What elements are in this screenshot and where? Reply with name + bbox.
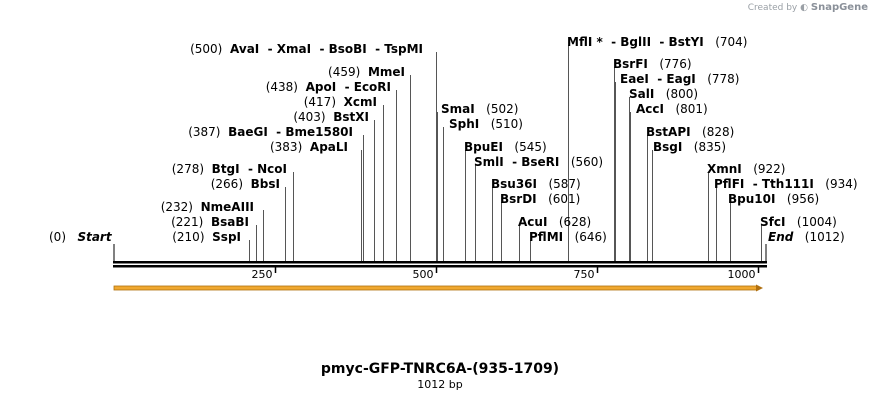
snapgene-logo-icon: ◐ <box>800 3 808 13</box>
sequence-backbone-top <box>113 261 767 264</box>
map-subtitle: 1012 bp <box>417 378 463 391</box>
cut-site-label-btgi: (278) BtgI - NcoI <box>171 162 287 176</box>
cut-site-label-apoi: (438) ApoI - EcoRI <box>265 80 391 94</box>
cut-site-label-bbsi: (266) BbsI <box>210 177 280 191</box>
credit-text: Created by <box>747 3 798 13</box>
cut-site-label-bpu10i: Bpu10I (956) <box>728 192 820 206</box>
cut-site-label-sali: SalI (800) <box>629 87 699 101</box>
start-label: (0) Start <box>49 230 112 244</box>
credit-brand: SnapGene <box>810 2 868 13</box>
axis-tick-label-750: 750 <box>574 268 595 281</box>
start-name: Start <box>77 230 112 244</box>
cut-site-label-bpuei: BpuEI (545) <box>464 140 547 154</box>
axis-ticks: 250 500 750 1000 <box>252 265 760 281</box>
cut-site-label-bsgi: BsgI (835) <box>653 140 727 154</box>
end-label: End (1012) <box>768 230 845 244</box>
cut-site-label-baegi: (387) BaeGI - Bme1580I <box>188 125 353 139</box>
cut-site-label-acci: AccI (801) <box>636 102 708 116</box>
cut-site-label-smli: SmlI - BseRI (560) <box>474 155 604 169</box>
cut-site-label-xcmi: (417) XcmI <box>303 95 377 109</box>
cut-site-label-apali: (383) ApaLI <box>269 140 348 154</box>
cut-site-label-mfli: MflI * - BglII - BstYI (704) <box>567 35 748 49</box>
cut-site-label-nmeaiii: (232) NmeAIII <box>160 200 254 214</box>
start-position: (0) <box>49 230 66 244</box>
cut-site-label-bsrdi: BsrDI (601) <box>500 192 581 206</box>
cut-site-label-avai: (500) AvaI - XmaI - BsoBI - TspMI <box>190 42 423 56</box>
axis-tick-label-500: 500 <box>413 268 434 281</box>
cut-site-label-sfci: SfcI (1004) <box>760 215 837 229</box>
axis-tick-label-1000: 1000 <box>728 268 756 281</box>
cut-site-label-eaei: EaeI - EagI (778) <box>620 72 740 86</box>
cut-site-label-pflmi: PflMI (646) <box>529 230 607 244</box>
cut-site-label-bstapi: BstAPI (828) <box>646 125 735 139</box>
cut-site-label-bsu36i: Bsu36I (587) <box>491 177 581 191</box>
end-position: (1012) <box>804 230 845 244</box>
cut-site-label-mmei: (459) MmeI <box>328 65 405 79</box>
feature-arrow <box>113 284 763 292</box>
cut-site-label-bstxi: (403) BstXI <box>293 110 369 124</box>
cut-site-label-smai: SmaI (502) <box>441 102 519 116</box>
map-title: pmyc-GFP-TNRC6A-(935-1709) <box>320 361 560 377</box>
cut-site-label-bsabi: (221) BsaBI <box>171 215 249 229</box>
site-lines <box>249 45 762 262</box>
cut-site-label-pflfi: PflFI - Tth111I (934) <box>714 177 858 191</box>
cut-site-label-sspi: (210) SspI <box>172 230 241 244</box>
sequence-backbone-bottom <box>113 265 767 268</box>
cut-site-label-acui: AcuI (628) <box>518 215 592 229</box>
end-name: End <box>768 230 794 244</box>
axis-tick-label-250: 250 <box>252 268 273 281</box>
cut-site-label-bsrfi: BsrFI (776) <box>613 57 692 71</box>
cut-site-label-sphi: SphI (510) <box>449 117 523 131</box>
cut-site-label-xmni: XmnI (922) <box>707 162 786 176</box>
snapgene-credit: Created by ◐ SnapGene <box>748 2 868 13</box>
